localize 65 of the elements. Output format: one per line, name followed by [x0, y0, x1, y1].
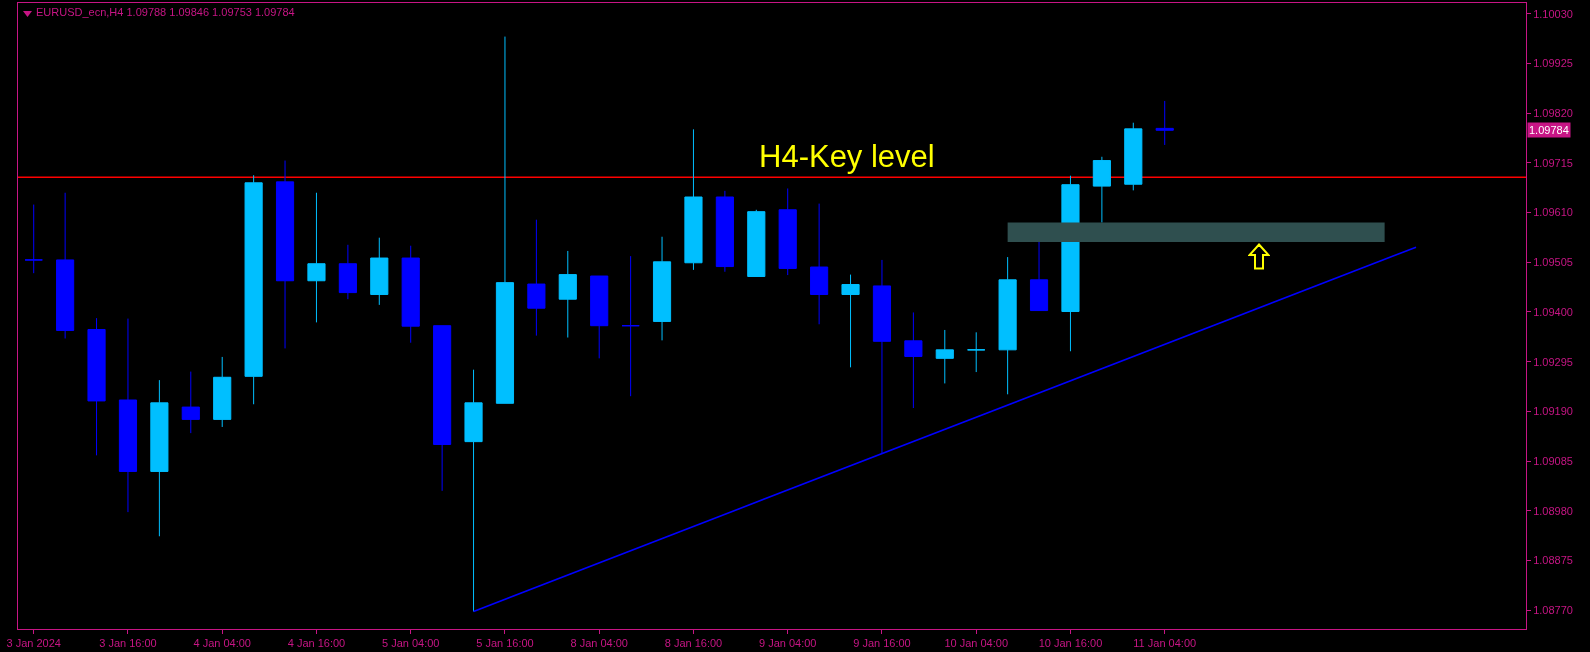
candlestick — [872, 259, 892, 454]
x-tick-label: 3 Jan 2024 — [6, 637, 61, 650]
candlestick — [1124, 122, 1143, 191]
y-tick-label: 1.09715 — [1533, 156, 1573, 169]
candlestick — [213, 356, 232, 428]
candlestick — [1092, 156, 1111, 224]
annotation: 1.09784 — [1529, 124, 1569, 136]
candlestick — [621, 255, 640, 397]
candlestick — [810, 203, 829, 325]
x-tick-label: 10 Jan 04:00 — [944, 637, 1009, 650]
candlestick — [1155, 100, 1174, 146]
chart-title: EURUSD_ecn,H4 1.09788 1.09846 1.09753 1.09784 — [36, 5, 295, 18]
candlestick — [684, 128, 703, 271]
candlestick — [244, 174, 263, 405]
candlestick — [464, 369, 483, 612]
candlestick — [841, 274, 860, 368]
candlestick — [652, 236, 672, 341]
candlestick — [527, 219, 546, 337]
candlestick — [401, 245, 420, 344]
candlestick — [118, 318, 138, 513]
candlestick — [590, 275, 609, 359]
candlestick — [715, 190, 734, 273]
x-tick-label: 11 Jan 04:00 — [1133, 637, 1197, 650]
candlestick — [87, 317, 106, 456]
candlestick — [24, 204, 43, 274]
x-tick-label: 4 Jan 16:00 — [287, 637, 346, 650]
y-tick-label: 1.09400 — [1533, 305, 1573, 318]
candlestick — [998, 256, 1017, 395]
candlestick — [370, 237, 389, 306]
y-tick-label: 1.08875 — [1533, 554, 1573, 567]
candlestick — [747, 209, 766, 277]
candlestick — [56, 192, 75, 339]
candlestick — [935, 329, 954, 384]
x-tick-label: 9 Jan 04:00 — [758, 637, 817, 650]
y-tick-label: 1.08770 — [1533, 603, 1573, 616]
x-tick-label: 9 Jan 16:00 — [853, 637, 911, 650]
y-tick-label: 1.09925 — [1533, 57, 1573, 70]
candlestick — [558, 250, 577, 339]
y-tick-label: 1.09295 — [1533, 355, 1573, 368]
x-tick-label: 10 Jan 16:00 — [1038, 637, 1103, 650]
x-tick-label: 4 Jan 04:00 — [193, 637, 251, 650]
y-tick-label: 1.08980 — [1533, 504, 1573, 517]
y-tick-label: 1.10030 — [1533, 7, 1573, 20]
x-tick-label: 5 Jan 04:00 — [381, 637, 440, 650]
y-tick-label: 1.09190 — [1533, 405, 1573, 418]
x-tick-label: 8 Jan 04:00 — [570, 637, 628, 650]
candlestick — [181, 371, 200, 434]
candlestick — [307, 192, 326, 323]
x-tick-label: 8 Jan 16:00 — [664, 637, 723, 650]
candlestick — [1029, 239, 1049, 312]
candlestick — [150, 379, 169, 537]
candlestick — [904, 311, 923, 409]
candlestick — [275, 160, 295, 349]
candlestick — [433, 325, 452, 492]
x-tick-label: 5 Jan 16:00 — [476, 637, 534, 650]
y-tick-label: 1.09610 — [1533, 206, 1573, 219]
candlestick — [495, 36, 515, 404]
y-tick-label: 1.09820 — [1533, 107, 1573, 120]
candlestick — [778, 187, 797, 276]
candlestick — [338, 244, 357, 300]
x-tick-label: 3 Jan 16:00 — [99, 637, 157, 650]
ref-line-label: H4-Key level — [759, 139, 935, 174]
candlestick — [967, 331, 986, 373]
y-tick-label: 1.09085 — [1533, 454, 1573, 467]
y-tick-label: 1.09505 — [1533, 256, 1573, 269]
